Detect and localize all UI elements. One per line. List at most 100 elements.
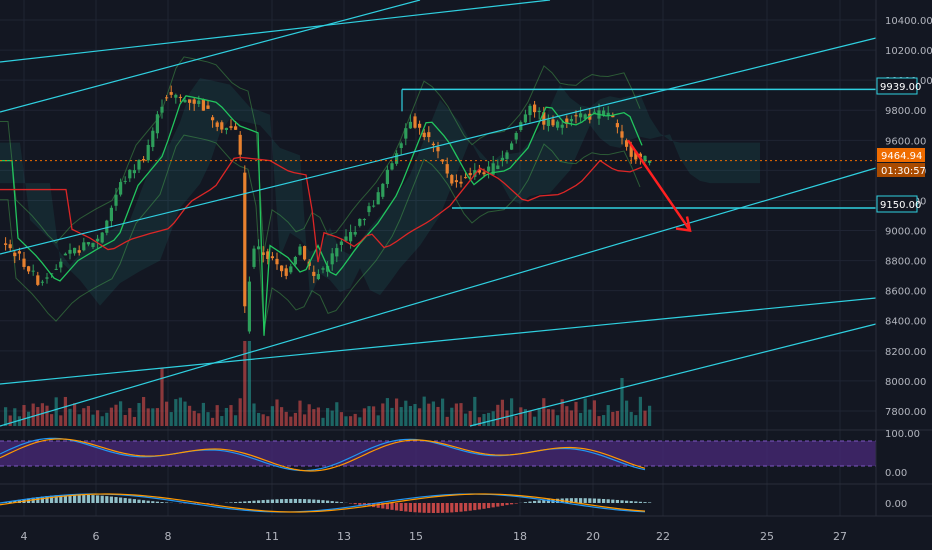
candle-body — [579, 113, 583, 118]
candle-body — [284, 268, 288, 276]
volume-bar — [358, 417, 362, 426]
volume-bar — [574, 401, 578, 426]
macd-histogram-bar — [565, 498, 569, 503]
volume-bar — [27, 411, 31, 426]
candle-body — [648, 160, 652, 163]
candle-body — [408, 121, 412, 129]
volume-bar — [201, 402, 205, 426]
time-axis[interactable]: 4 6 8 11 13 15 18 20 22 25 27 — [0, 515, 932, 543]
candle-body — [86, 242, 90, 245]
macd-histogram-bar — [611, 499, 615, 503]
candle-body — [625, 140, 629, 147]
volume-bar — [454, 403, 458, 426]
trendlines[interactable] — [0, 0, 877, 427]
price-tick-label: 8800.00 — [885, 257, 926, 268]
macd-histogram-bar — [454, 503, 458, 513]
current-price-label-box — [877, 148, 925, 162]
macd-histogram-bar — [165, 502, 169, 503]
macd-histogram-bar — [413, 503, 417, 513]
candle-body — [634, 151, 638, 160]
macd-histogram-bar — [252, 500, 256, 503]
macd-histogram-bar — [427, 503, 431, 513]
support-label: 9150.00 — [880, 200, 921, 211]
volume-bar — [266, 416, 270, 426]
volume-bar — [395, 398, 399, 426]
macd-histogram-bar — [569, 498, 573, 503]
trendline — [0, 297, 877, 385]
volume-bar — [579, 412, 583, 426]
macd-histogram-bar — [293, 498, 297, 503]
candle-body — [229, 126, 233, 128]
candle-body — [142, 159, 146, 161]
volume-bar — [648, 405, 652, 426]
projection-arrowhead — [675, 216, 692, 233]
volume-bar — [482, 413, 486, 426]
price-tick-label: 8200.00 — [885, 347, 926, 358]
candle-body — [643, 155, 647, 162]
price-tick-label: 8000.00 — [885, 377, 926, 388]
volume-bar — [431, 401, 435, 426]
macd-histogram-bar — [533, 500, 537, 503]
macd-histogram-bar — [418, 503, 422, 513]
volume-bar — [59, 415, 63, 426]
candle-body — [395, 153, 399, 164]
macd-histogram-bar — [487, 503, 491, 509]
volume-bar — [381, 403, 385, 426]
candle-body — [505, 152, 509, 159]
candle-body — [128, 169, 132, 179]
macd-histogram-bar — [77, 494, 81, 503]
macd-histogram-bar — [326, 500, 330, 503]
volume-bar — [560, 399, 564, 426]
volume-bar — [243, 341, 247, 426]
candle-body — [119, 182, 123, 195]
volume-bar — [602, 415, 606, 426]
volume-bar — [514, 416, 518, 426]
macd-histogram-bar — [464, 503, 468, 512]
time-tick-label: 11 — [265, 530, 279, 543]
volume-bar — [261, 414, 265, 426]
volume-bar — [45, 405, 49, 426]
time-tick-label: 13 — [337, 530, 351, 543]
candle-body — [574, 115, 578, 117]
volume-bar — [556, 415, 560, 426]
volume-bar — [40, 403, 44, 426]
candle-body — [349, 231, 353, 242]
candle-body — [565, 118, 569, 124]
macd-histogram-bar — [477, 503, 481, 510]
macd-histogram-bar — [574, 498, 578, 503]
candle-body — [362, 219, 366, 221]
macd-histogram-bar — [450, 503, 454, 513]
macd-histogram-bar — [100, 495, 104, 503]
macd-histogram-bar — [307, 499, 311, 503]
volume-bar — [353, 413, 357, 426]
macd-histogram-bar — [257, 500, 261, 503]
volume-bar — [367, 406, 371, 426]
candle-body — [215, 122, 219, 127]
volume-bar — [280, 407, 284, 426]
volume-bar — [224, 407, 228, 426]
candle-body — [257, 246, 261, 250]
volume-bar — [344, 416, 348, 426]
macd-histogram-bar — [54, 495, 58, 503]
volume-bar — [238, 398, 242, 426]
volume-bar — [4, 407, 8, 426]
candle-body — [528, 105, 532, 116]
macd-histogram-bar — [339, 502, 343, 503]
macd-histogram-bar — [395, 503, 399, 511]
volume-bar — [519, 407, 523, 426]
volume-bar — [597, 416, 601, 426]
volume-bar — [565, 406, 569, 426]
macd-tick-label: 0.00 — [885, 499, 907, 510]
macd-histogram-bar — [119, 497, 123, 503]
candle-body — [418, 123, 422, 128]
volume-bar — [537, 407, 541, 426]
time-tick-label: 20 — [586, 530, 600, 543]
volume-bar — [169, 412, 173, 426]
volume-bar — [91, 414, 95, 426]
candle-body — [165, 97, 169, 99]
volume-bar — [496, 404, 500, 426]
volume-bar — [588, 409, 592, 426]
candle-body — [155, 114, 159, 134]
volume-bar — [335, 402, 339, 426]
